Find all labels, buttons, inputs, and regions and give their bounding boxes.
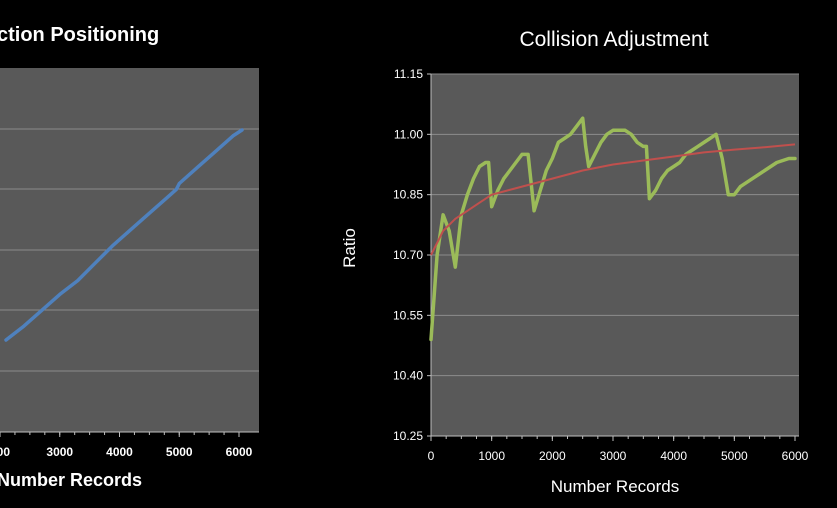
right-y-tick-label: 10.25 xyxy=(393,429,423,443)
left-x-ticks: 000 3000 4000 5000 6000 xyxy=(0,432,253,459)
right-y-axis-label: Ratio xyxy=(340,228,359,268)
left-x-tick-label: 6000 xyxy=(226,445,253,459)
right-y-tick-label: 10.85 xyxy=(393,188,423,202)
right-series-trend-line xyxy=(430,143,796,256)
right-y-tick-label: 10.40 xyxy=(393,369,423,383)
right-chart-title: Collision Adjustment xyxy=(519,28,708,51)
right-x-tick-label: 4000 xyxy=(660,449,687,463)
right-y-tick-label: 11.15 xyxy=(394,67,423,81)
left-chart-title: ction Positioning xyxy=(0,24,159,46)
left-chart: 000 3000 4000 5000 6000 ction Positioning Nu… xyxy=(0,24,259,490)
right-x-axis-label: Number Records xyxy=(551,477,680,496)
left-x-tick-label: 5000 xyxy=(166,445,193,459)
right-x-ticks: 0 1000 2000 3000 4000 5000 6000 xyxy=(428,436,809,463)
right-x-tick-label: 6000 xyxy=(782,449,809,463)
right-x-tick-label: 0 xyxy=(428,449,435,463)
left-x-axis-label: Number Records xyxy=(0,470,142,490)
right-gridlines xyxy=(431,73,799,377)
right-y-ticks: 10.25 10.40 10.55 10.70 10.85 11.00 11.15 xyxy=(393,67,431,443)
left-x-tick-label: 4000 xyxy=(106,445,133,459)
right-y-tick-label: 11.00 xyxy=(394,127,423,141)
right-series-actual-line xyxy=(429,116,797,342)
left-x-tick-label: 000 xyxy=(0,445,10,459)
left-gridlines xyxy=(0,128,259,372)
right-x-tick-label: 3000 xyxy=(600,449,627,463)
right-chart: 10.25 10.40 10.55 10.70 10.85 11.00 11.15 0 100… xyxy=(340,28,809,496)
left-series-line xyxy=(4,128,244,342)
right-y-tick-label: 10.55 xyxy=(393,308,423,322)
right-x-tick-label: 5000 xyxy=(721,449,748,463)
right-x-tick-label: 1000 xyxy=(478,449,505,463)
right-x-tick-label: 2000 xyxy=(539,449,566,463)
right-y-tick-label: 10.70 xyxy=(393,248,423,262)
left-x-tick-label: 3000 xyxy=(46,445,73,459)
